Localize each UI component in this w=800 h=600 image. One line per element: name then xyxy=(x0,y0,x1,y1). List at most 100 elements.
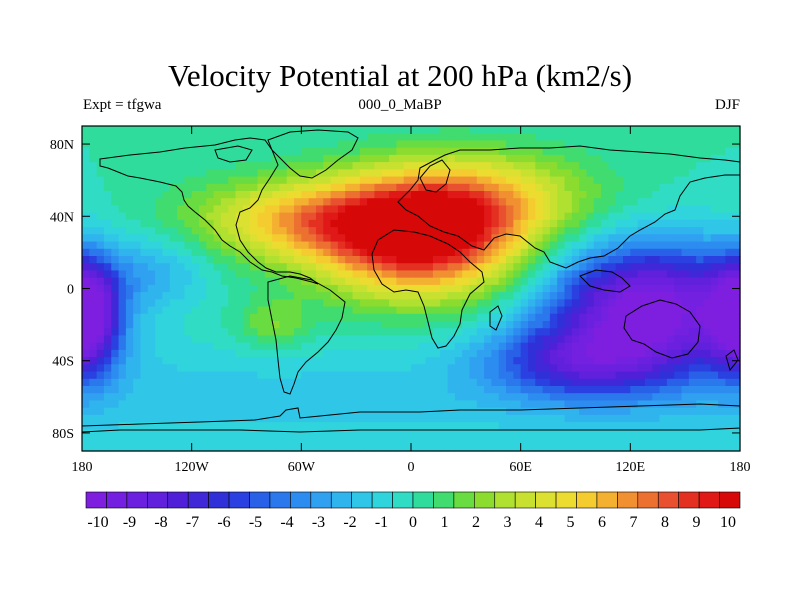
field-cell xyxy=(732,321,741,329)
field-cell xyxy=(527,198,536,207)
field-cell xyxy=(308,212,317,221)
field-cell xyxy=(242,299,251,308)
field-cell xyxy=(703,422,712,430)
colorbar-label: -10 xyxy=(87,514,108,531)
field-cell xyxy=(257,321,266,329)
field-cell xyxy=(403,292,412,300)
field-cell xyxy=(228,219,237,228)
field-cell xyxy=(111,227,120,235)
field-cell xyxy=(623,313,631,322)
field-cell xyxy=(637,191,646,199)
field-cell xyxy=(111,335,120,344)
field-cell xyxy=(601,277,609,286)
field-cell xyxy=(162,393,171,402)
field-cell xyxy=(330,429,339,438)
field-cell xyxy=(586,176,595,185)
field-cell xyxy=(381,277,390,286)
field-cell xyxy=(447,198,456,207)
field-cell xyxy=(191,429,200,438)
field-cell xyxy=(133,162,142,170)
field-cell xyxy=(462,219,471,228)
field-cell xyxy=(506,321,514,329)
field-cell xyxy=(147,371,156,380)
field-cell xyxy=(710,371,719,380)
field-cell xyxy=(396,393,405,402)
field-cell xyxy=(374,162,383,170)
field-cell xyxy=(425,393,434,402)
field-cell xyxy=(177,183,185,192)
field-cell xyxy=(513,335,522,344)
field-cell xyxy=(330,234,339,243)
field-cell xyxy=(652,234,661,243)
field-cell xyxy=(330,169,339,178)
field-cell xyxy=(615,371,624,380)
field-cell xyxy=(118,306,127,315)
field-cell xyxy=(228,313,237,322)
field-cell xyxy=(220,443,229,452)
field-cell xyxy=(564,386,573,394)
colorbar-swatch xyxy=(167,491,189,509)
lat-tick-label: 0 xyxy=(67,283,74,298)
season-label: DJF xyxy=(714,97,740,113)
field-cell xyxy=(440,313,449,322)
field-cell xyxy=(579,335,588,344)
field-cell xyxy=(674,126,683,134)
field-cell xyxy=(155,429,164,438)
field-cell xyxy=(198,292,207,300)
field-cell xyxy=(257,277,266,286)
field-cell xyxy=(484,212,493,221)
field-cell xyxy=(133,436,142,445)
field-cell xyxy=(527,270,536,279)
field-cell xyxy=(396,414,405,423)
field-cell xyxy=(359,306,368,315)
field-cell xyxy=(688,349,697,358)
field-cell xyxy=(403,205,412,214)
field-cell xyxy=(308,191,317,199)
field-cell xyxy=(162,335,171,344)
field-cell xyxy=(608,169,617,178)
field-cell xyxy=(593,147,602,156)
field-cell xyxy=(118,357,127,365)
field-cell xyxy=(411,422,419,430)
field-cell xyxy=(623,414,631,423)
field-cell xyxy=(549,386,558,394)
field-cell xyxy=(703,407,712,416)
field-cell xyxy=(155,248,164,257)
field-cell xyxy=(359,191,368,199)
field-cell xyxy=(403,198,412,207)
field-cell xyxy=(652,154,661,163)
field-cell xyxy=(681,248,690,257)
field-cell xyxy=(476,169,485,178)
field-cell xyxy=(162,140,171,149)
field-cell xyxy=(549,364,558,373)
field-cell xyxy=(374,183,383,192)
field-cell xyxy=(411,386,419,394)
field-cell xyxy=(162,357,171,365)
field-cell xyxy=(725,191,734,199)
field-cell xyxy=(440,414,449,423)
field-cell xyxy=(674,349,683,358)
field-cell xyxy=(140,407,149,416)
field-cell xyxy=(140,436,149,445)
field-cell xyxy=(155,270,164,279)
field-cell xyxy=(279,429,288,438)
field-cell xyxy=(411,436,419,445)
field-cell xyxy=(198,321,207,329)
field-cell xyxy=(535,292,544,300)
field-cell xyxy=(352,321,361,329)
field-cell xyxy=(125,126,134,134)
field-cell xyxy=(374,284,383,293)
field-cell xyxy=(374,342,383,351)
field-cell xyxy=(593,198,602,207)
field-cell xyxy=(213,154,222,163)
field-cell xyxy=(103,342,112,351)
field-cell xyxy=(272,378,280,387)
field-cell xyxy=(82,205,90,214)
field-cell xyxy=(696,191,705,199)
colorbar-swatch xyxy=(678,491,700,509)
field-cell xyxy=(396,154,405,163)
field-cell xyxy=(579,162,588,170)
field-cell xyxy=(155,212,164,221)
field-cell xyxy=(118,335,127,344)
field-cell xyxy=(432,198,441,207)
